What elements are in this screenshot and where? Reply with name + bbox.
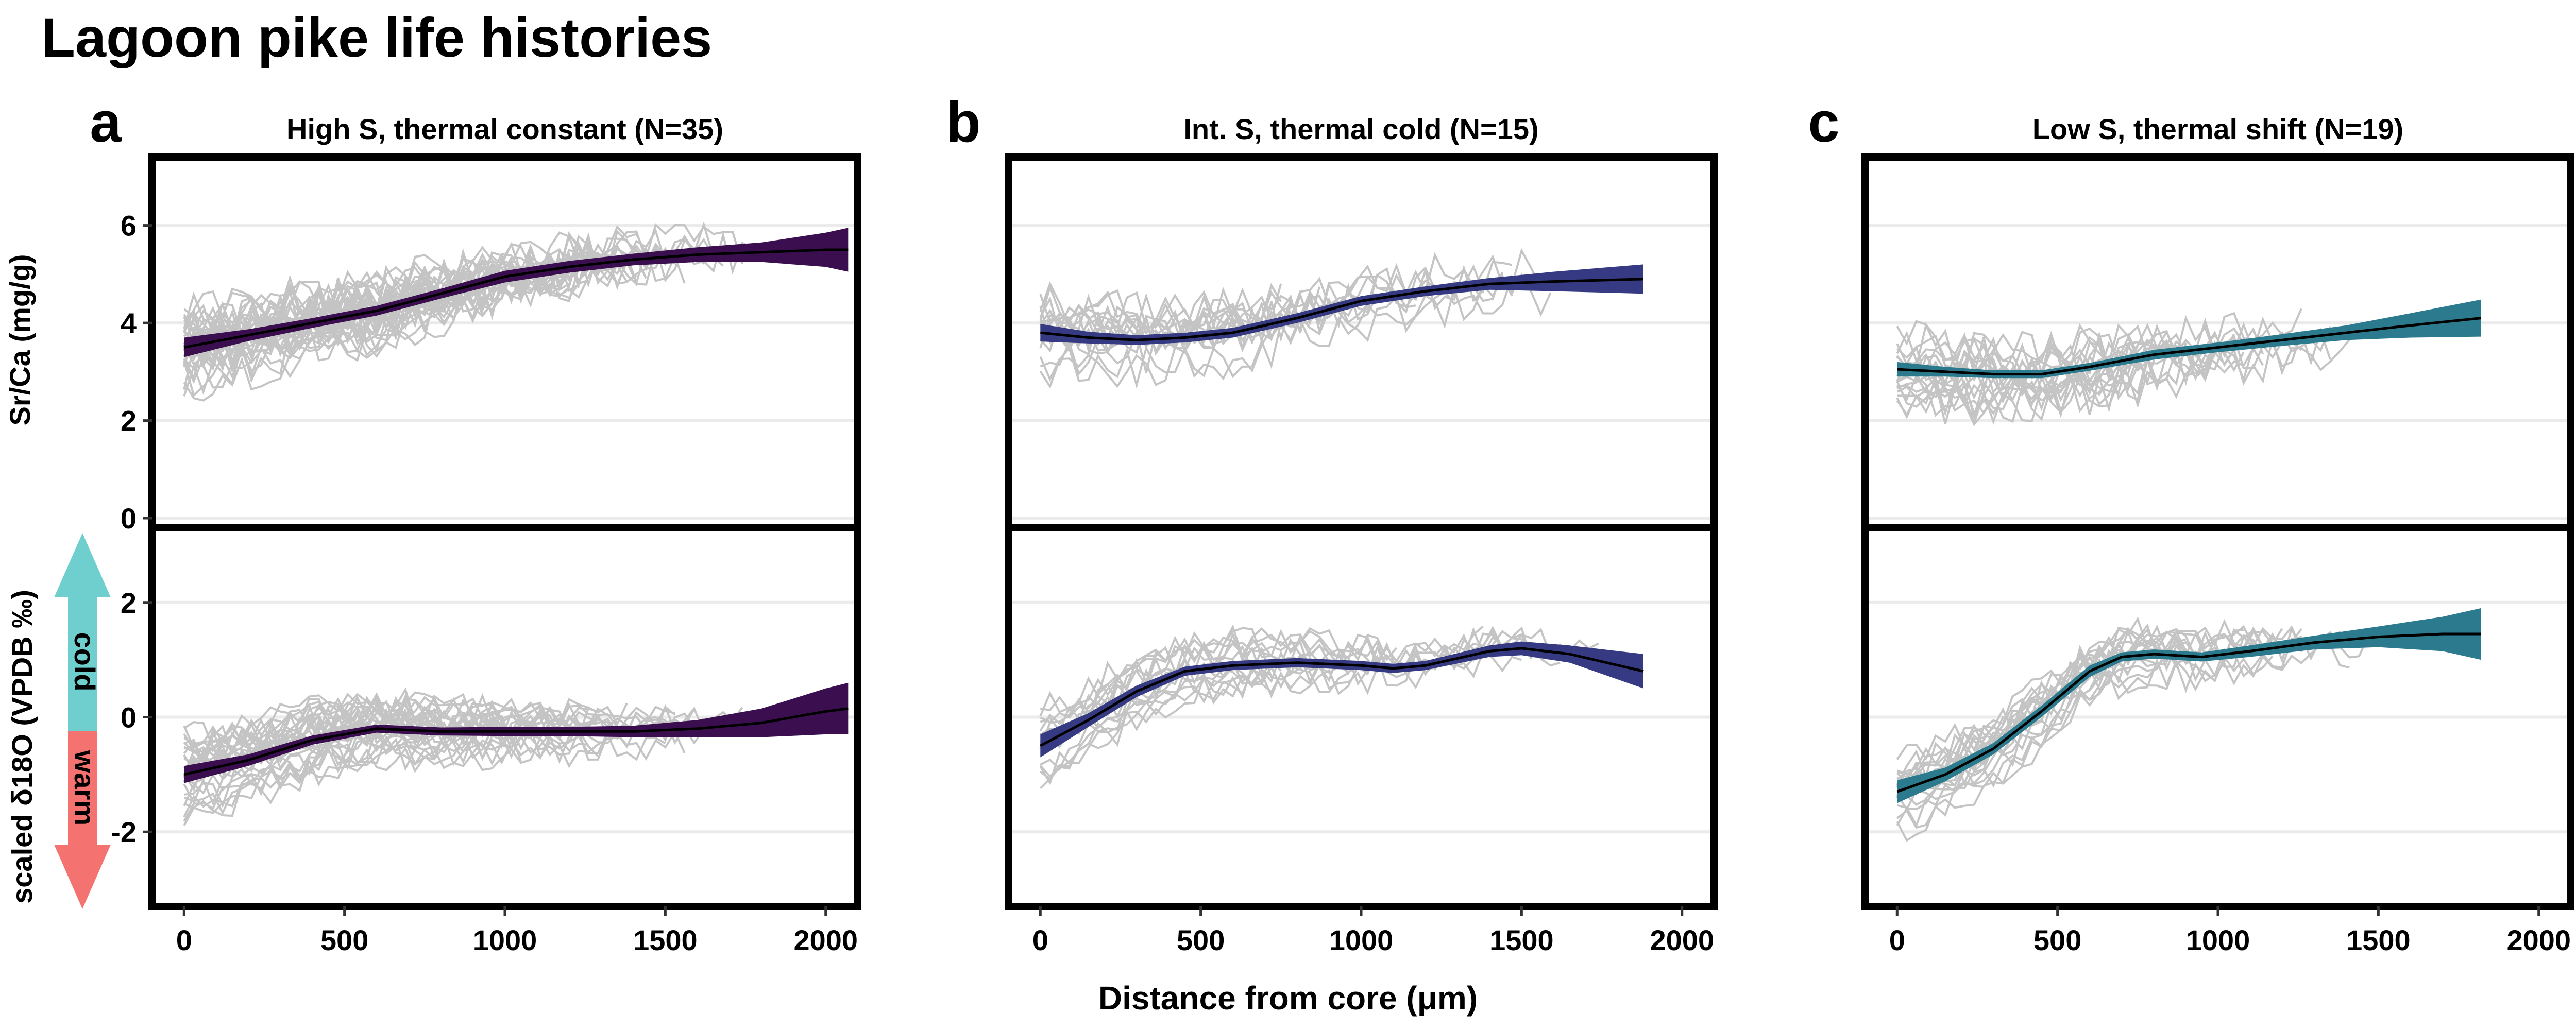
panel-title: High S, thermal constant (N=35) bbox=[286, 113, 723, 145]
panel-c: c Low S, thermal shift (N=19) 0 500 1000 1500… bbox=[1808, 91, 2574, 956]
panels: a High S, thermal constant (N=35) 0 2 4 6 -2 0 2… bbox=[90, 91, 2574, 956]
individual-trace bbox=[1039, 274, 1532, 389]
individual-trace bbox=[183, 247, 541, 348]
individual-trace bbox=[183, 725, 609, 806]
individual-trace bbox=[183, 231, 753, 368]
individual-trace bbox=[1039, 665, 1349, 789]
individual-trace bbox=[1039, 625, 1503, 732]
y-axis-label-bottom: scaled δ18O (VPDB ‰) bbox=[6, 590, 38, 904]
y-tick-label: -2 bbox=[111, 816, 137, 848]
cold-label: cold bbox=[69, 632, 101, 691]
x-tick-label: 0 bbox=[1032, 924, 1048, 956]
confidence-band bbox=[184, 228, 849, 357]
individual-trace bbox=[1896, 315, 2264, 378]
x-tick-label: 1500 bbox=[2346, 924, 2411, 956]
x-axis-label: Distance from core (μm) bbox=[1098, 980, 1478, 1017]
figure-title: Lagoon pike life histories bbox=[41, 6, 712, 68]
fit-line bbox=[1897, 317, 2481, 376]
x-tick-label: 1500 bbox=[633, 924, 698, 956]
fit-line bbox=[1040, 278, 1644, 341]
confidence-band bbox=[1040, 264, 1643, 345]
x-tick-label: 2000 bbox=[1650, 924, 1714, 956]
confidence-band bbox=[184, 682, 849, 783]
individual-trace bbox=[183, 267, 589, 402]
individual-trace bbox=[1896, 344, 2264, 417]
individual-trace bbox=[1040, 668, 1272, 781]
x-tick-label: 500 bbox=[2033, 924, 2081, 956]
y-tick-label: 2 bbox=[121, 587, 137, 619]
individual-trace bbox=[183, 260, 455, 338]
panel-title: Int. S, thermal cold (N=15) bbox=[1183, 113, 1538, 145]
x-tick-label: 500 bbox=[1177, 924, 1225, 956]
panel-letter: c bbox=[1808, 91, 1839, 154]
warm-arrow-icon bbox=[54, 731, 111, 909]
y-tick-label: 0 bbox=[121, 701, 137, 734]
individual-trace bbox=[183, 728, 599, 822]
individual-trace bbox=[183, 726, 589, 806]
individual-trace bbox=[1039, 283, 1282, 336]
x-tick-label: 1000 bbox=[1329, 924, 1394, 956]
individual-trace bbox=[1040, 624, 1484, 712]
x-tick-label: 1500 bbox=[1489, 924, 1554, 956]
individual-trace bbox=[1896, 362, 2138, 420]
panel-title: Low S, thermal shift (N=19) bbox=[2032, 113, 2403, 145]
x-tick-label: 1000 bbox=[2186, 924, 2250, 956]
x-tick-label: 0 bbox=[1889, 924, 1905, 956]
subplot-bottom: 0 500 1000 1500 2000 bbox=[1861, 524, 2574, 956]
fit-line bbox=[1896, 632, 2481, 793]
subplot-top bbox=[1005, 153, 1718, 531]
panel-letter: b bbox=[946, 91, 980, 154]
y-tick-label: 2 bbox=[121, 405, 137, 437]
individual-trace bbox=[184, 731, 416, 809]
confidence-band bbox=[1897, 608, 2481, 803]
individual-trace bbox=[1896, 333, 2302, 403]
y-tick-label: 0 bbox=[121, 502, 137, 535]
fit-line bbox=[1040, 647, 1644, 747]
panel-b: b Int. S, thermal cold (N=15) 0 500 1000 1500… bbox=[946, 91, 1718, 956]
y-tick-label: 6 bbox=[121, 210, 137, 242]
panel-letter: a bbox=[90, 91, 122, 154]
individual-trace bbox=[1896, 643, 2350, 842]
subplot-top bbox=[1861, 153, 2574, 531]
y-axis-label-top: Sr/Ca (mg/g) bbox=[4, 254, 36, 426]
y-tick-label: 4 bbox=[121, 307, 137, 339]
individual-trace bbox=[1039, 275, 1378, 355]
warm-label: warm bbox=[69, 750, 101, 826]
individual-trace bbox=[183, 691, 675, 749]
confidence-band bbox=[1897, 299, 2481, 379]
subplot-bottom: 0 500 1000 1500 2000 bbox=[1005, 524, 1718, 956]
x-tick-label: 0 bbox=[176, 924, 192, 956]
individual-trace bbox=[183, 687, 628, 749]
individual-trace bbox=[183, 263, 454, 352]
panel-a: a High S, thermal constant (N=35) 0 2 4 6 -2 0 2… bbox=[90, 91, 861, 956]
fit-line bbox=[183, 248, 849, 349]
individual-trace bbox=[1039, 664, 1378, 786]
subplot-bottom: -2 0 2 0 500 1000 1500 2000 bbox=[111, 524, 861, 956]
fit-line bbox=[183, 707, 849, 776]
cold-arrow-icon bbox=[54, 533, 111, 731]
cold-warm-arrow: cold warm bbox=[54, 533, 111, 909]
x-tick-label: 500 bbox=[320, 924, 368, 956]
individual-trace bbox=[1896, 639, 2139, 799]
individual-trace bbox=[1896, 353, 2139, 424]
subplot-top: 0 2 4 6 bbox=[121, 153, 861, 535]
x-tick-label: 1000 bbox=[473, 924, 537, 956]
x-tick-label: 2000 bbox=[793, 924, 858, 956]
individual-trace bbox=[1897, 351, 2206, 426]
x-tick-label: 2000 bbox=[2506, 924, 2571, 956]
individual-trace bbox=[1040, 318, 1262, 376]
